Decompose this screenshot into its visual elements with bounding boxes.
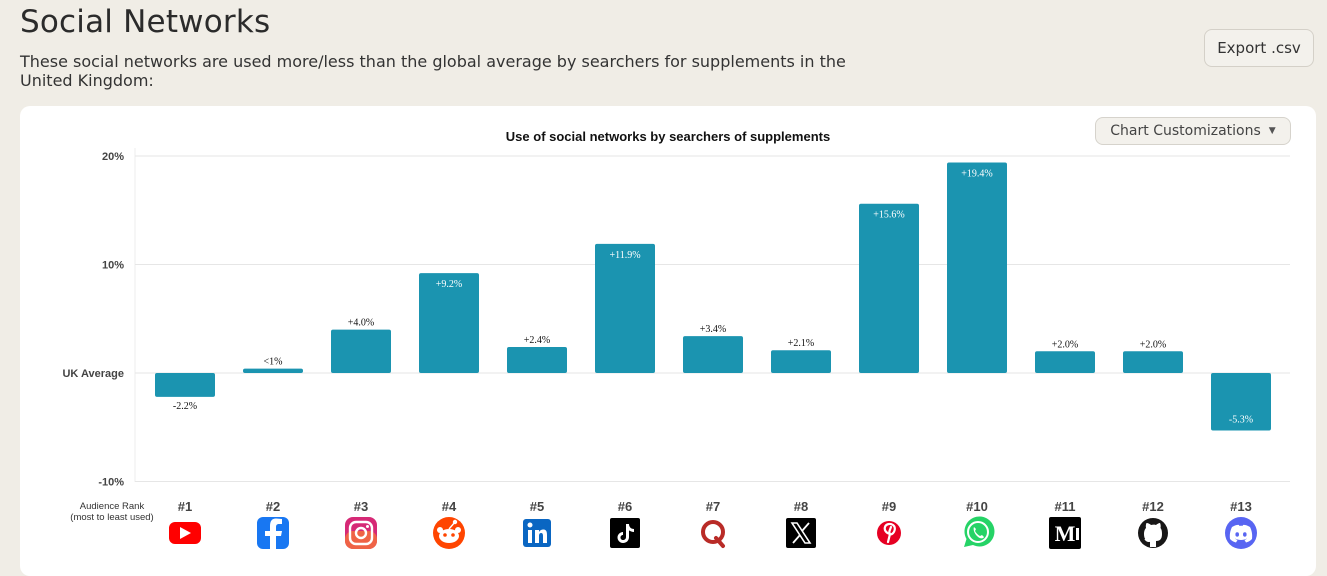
bar-value-label: +2.0% <box>1052 339 1078 350</box>
bar-value-label: -2.2% <box>173 401 197 412</box>
bar[interactable] <box>1211 373 1271 431</box>
facebook-icon <box>257 517 289 549</box>
page-title: Social Networks <box>20 4 271 40</box>
chart-customizations-button[interactable]: Chart Customizations ▼ <box>1095 117 1291 145</box>
y-tick-label: 20% <box>102 151 124 163</box>
x-tick-label: #12 <box>1142 499 1164 514</box>
chevron-down-icon: ▼ <box>1268 126 1276 136</box>
whatsapp-icon <box>964 516 995 547</box>
bar-value-label: +19.4% <box>961 169 992 180</box>
quora-icon <box>701 520 725 548</box>
bar[interactable] <box>243 368 303 373</box>
bar[interactable] <box>331 329 391 373</box>
x-tick-label: #7 <box>706 499 720 514</box>
page-subtitle: These social networks are used more/less… <box>20 52 846 90</box>
youtube-icon <box>169 522 201 544</box>
bar[interactable] <box>507 346 567 373</box>
bar[interactable] <box>595 243 655 373</box>
x-tick-label: #3 <box>354 499 368 514</box>
x-tick-label: #1 <box>178 499 192 514</box>
bar[interactable] <box>771 350 831 373</box>
bar-value-label: +4.0% <box>348 318 374 329</box>
bar-value-label: <1% <box>264 357 283 368</box>
chart-card <box>20 106 1316 576</box>
x-tick-label: #2 <box>266 499 280 514</box>
x-tick-label: #13 <box>1230 499 1252 514</box>
bar[interactable] <box>947 162 1007 373</box>
x-tick-label: #10 <box>966 499 988 514</box>
bar[interactable] <box>419 273 479 373</box>
svg-text:M: M <box>1055 521 1076 546</box>
x-tick-label: #9 <box>882 499 896 514</box>
bar[interactable] <box>683 336 743 373</box>
x-tick-label: #5 <box>530 499 544 514</box>
pinterest-icon <box>877 521 901 545</box>
instagram-icon <box>345 517 377 549</box>
chart-title: Use of social networks by searchers of s… <box>506 129 830 144</box>
bar[interactable] <box>1035 351 1095 373</box>
bar-value-label: +3.4% <box>700 324 726 335</box>
bar-value-label: +2.0% <box>1140 339 1166 350</box>
bar-value-label: +15.6% <box>873 210 904 221</box>
chart-customizations-label: Chart Customizations <box>1110 123 1261 139</box>
linkedin-icon <box>523 519 551 547</box>
x-tick-label: #8 <box>794 499 808 514</box>
bar-value-label: +2.4% <box>524 335 550 346</box>
bar-value-label: +9.2% <box>436 279 462 290</box>
github-icon <box>1138 518 1168 548</box>
rank-label-line1: Audience Rank <box>80 501 145 512</box>
x-icon <box>786 518 816 548</box>
bar-value-label: -5.3% <box>1229 415 1253 426</box>
export-csv-button[interactable]: Export .csv <box>1204 29 1314 67</box>
bar-value-label: +2.1% <box>788 338 814 349</box>
bar-value-label: +11.9% <box>609 250 640 261</box>
bar[interactable] <box>1123 351 1183 373</box>
x-tick-label: #11 <box>1055 499 1076 514</box>
y-tick-label: UK Average <box>62 368 124 380</box>
medium-icon: M <box>1049 517 1081 549</box>
tiktok-icon <box>610 518 640 548</box>
bar[interactable] <box>155 373 215 397</box>
bar[interactable] <box>859 203 919 373</box>
x-tick-label: #6 <box>618 499 632 514</box>
rank-label-line2: (most to least used) <box>70 512 153 523</box>
y-tick-label: 10% <box>102 260 124 272</box>
y-tick-label: -10% <box>98 477 124 489</box>
x-tick-label: #4 <box>442 499 457 514</box>
discord-icon <box>1225 517 1257 549</box>
reddit-icon <box>433 517 465 549</box>
